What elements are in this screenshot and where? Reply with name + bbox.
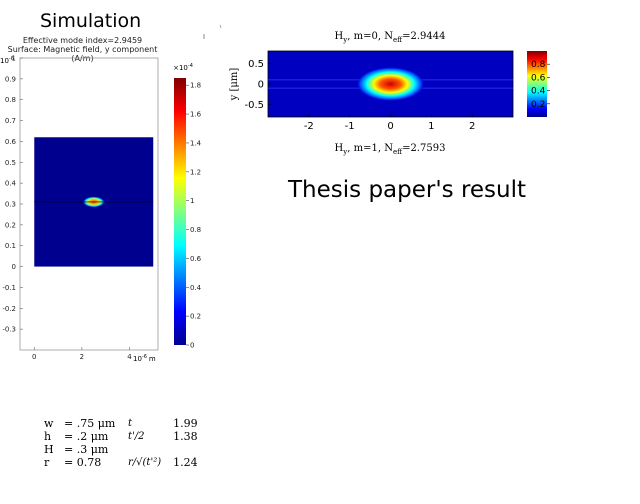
simulation-y-tick-label: -0.1 bbox=[2, 284, 16, 292]
parameter-value: = 0.78 bbox=[64, 456, 102, 469]
parameter-value: = .2 μm bbox=[64, 430, 109, 443]
thesis-result-label: Thesis paper's result bbox=[288, 177, 527, 203]
colorbar-multiplier: ×10-4 bbox=[173, 63, 193, 72]
thesis-bottom-title: Hy, m=1, Neff=2.7593 bbox=[335, 143, 446, 156]
thesis-colorbar-tick-label: 0.4 bbox=[531, 87, 546, 97]
parameter-table: w = .75 μm t 1.99 h = .2 μm t'/2 1.38 H = .3 μm r =… bbox=[44, 417, 204, 469]
simulation-colorbar-tick-label: 0.6 bbox=[190, 255, 202, 263]
parameter-row: r = 0.78 r/√(t'²) 1.24 bbox=[44, 456, 204, 469]
thesis-top-title: Hy, m=0, Neff=2.9444 bbox=[335, 31, 446, 44]
simulation-x-tick-label: 4 bbox=[127, 353, 132, 361]
thesis-colorbar-tick-label: 0.2 bbox=[531, 100, 545, 110]
simulation-y-tick-label: 0.1 bbox=[5, 242, 16, 250]
x-exponent: 10-6 m bbox=[133, 354, 156, 363]
simulation-colorbar bbox=[174, 78, 186, 345]
thesis-y-tick-label: 0.5 bbox=[248, 59, 264, 70]
simulation-colorbar-tick-label: 0 bbox=[190, 342, 194, 350]
simulation-y-tick-label: 0.3 bbox=[5, 201, 16, 209]
simulation-y-tick-label: 0.6 bbox=[5, 138, 17, 146]
thesis-x-tick-label: -1 bbox=[345, 121, 355, 132]
simulation-y-tick-label: 0.2 bbox=[5, 221, 16, 229]
simulation-y-tick-label: 0.7 bbox=[5, 117, 16, 125]
parameter-row: H = .3 μm bbox=[44, 443, 204, 456]
parameter-num bbox=[173, 443, 204, 456]
thesis-plot: Hy, m=0, Neff=2.9444 0.5 0 -0.5 -2 -1 0 1 2 y [μ… bbox=[229, 31, 550, 156]
effective-index-subtitle: Effective mode index=2.9459 bbox=[22, 36, 143, 45]
thesis-y-tick-label: 0 bbox=[258, 80, 264, 91]
simulation-plot: -0.3 -0.2 -0.1 0 0.1 0.2 0.3 0.4 0.5 0.6 0.7 0.8 0.9… bbox=[0, 55, 202, 364]
thesis-x-tick-label: 2 bbox=[469, 121, 475, 132]
parameter-sym: r/√(t'²) bbox=[128, 457, 162, 468]
simulation-colorbar-tick-label: 1.8 bbox=[190, 82, 201, 90]
thesis-colorbar bbox=[527, 51, 547, 117]
y-exponent: 10-6 bbox=[0, 56, 14, 65]
simulation-colorbar-tick-label: 1.2 bbox=[190, 168, 201, 176]
simulation-colorbar-tick-label: 1.4 bbox=[190, 139, 202, 147]
thesis-mode-peak bbox=[356, 67, 425, 101]
surface-subtitle: Surface: Magnetic field, y component (A/… bbox=[7, 45, 158, 63]
simulation-title: Simulation bbox=[40, 10, 142, 32]
simulation-colorbar-tick-label: 0.8 bbox=[190, 226, 201, 234]
simulation-x-tick-label: 2 bbox=[80, 353, 84, 361]
stray-marks bbox=[203, 24, 222, 39]
parameter-num: 1.24 bbox=[173, 456, 198, 469]
simulation-colorbar-tick-label: 1 bbox=[190, 197, 194, 205]
thesis-x-tick-label: 0 bbox=[387, 121, 393, 132]
parameter-sym: t'/2 bbox=[128, 431, 145, 442]
parameter-num: 1.99 bbox=[173, 417, 198, 430]
parameter-name: r bbox=[44, 456, 50, 469]
simulation-y-tick-label: 0.9 bbox=[5, 75, 16, 83]
parameter-name: H bbox=[44, 443, 54, 456]
simulation-colorbar-tick-label: 0.4 bbox=[190, 284, 202, 292]
parameter-row: w = .75 μm t 1.99 bbox=[44, 417, 204, 430]
simulation-y-tick-label: -0.3 bbox=[2, 326, 16, 334]
simulation-x-tick-label: 0 bbox=[32, 353, 36, 361]
simulation-y-tick-label: 0.8 bbox=[5, 96, 16, 104]
thesis-colorbar-tick-label: 0.6 bbox=[531, 73, 546, 83]
thesis-x-tick-label: -2 bbox=[304, 121, 314, 132]
simulation-colorbar-tick-label: 1.6 bbox=[190, 111, 202, 119]
thesis-x-tick-label: 1 bbox=[428, 121, 434, 132]
parameter-row: h = .2 μm t'/2 1.38 bbox=[44, 430, 204, 443]
parameter-name: h bbox=[44, 430, 52, 443]
parameter-sym: t bbox=[128, 418, 133, 429]
simulation-y-tick-label: 1 bbox=[12, 55, 16, 63]
parameter-num: 1.38 bbox=[173, 430, 198, 443]
parameter-value: = .3 μm bbox=[64, 443, 109, 456]
thesis-y-axis-label: y [μm] bbox=[229, 68, 240, 102]
thesis-y-tick-label: -0.5 bbox=[244, 100, 264, 111]
thesis-colorbar-tick-label: 0.8 bbox=[531, 60, 546, 70]
simulation-y-tick-label: 0 bbox=[12, 263, 16, 271]
parameter-name: w bbox=[44, 417, 54, 430]
parameter-value: = .75 μm bbox=[64, 417, 116, 430]
parameter-sym bbox=[124, 443, 173, 456]
simulation-y-tick-label: 0.5 bbox=[5, 159, 16, 167]
simulation-y-tick-label: 0.4 bbox=[5, 180, 17, 188]
simulation-colorbar-tick-label: 0.2 bbox=[190, 313, 201, 321]
simulation-y-tick-label: -0.2 bbox=[2, 305, 16, 313]
